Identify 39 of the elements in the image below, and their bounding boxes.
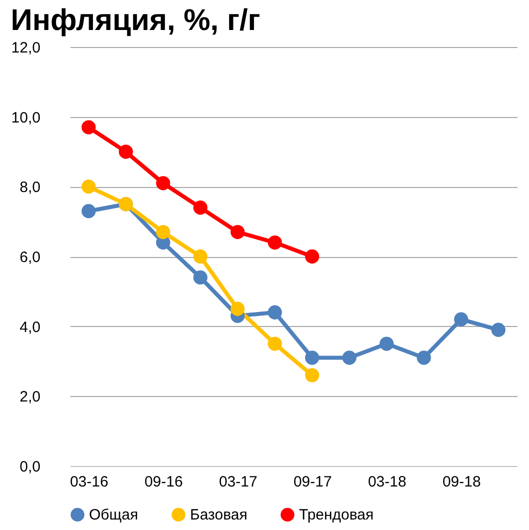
point xyxy=(193,270,208,285)
x-tick-label: 09-18 xyxy=(442,474,481,490)
x-tick-label: 03-18 xyxy=(368,474,406,490)
point xyxy=(230,225,245,240)
y-tick-label: 2,0 xyxy=(20,388,40,406)
point xyxy=(342,350,356,365)
point xyxy=(268,305,282,320)
point xyxy=(305,249,320,264)
legend-label: Трендовая xyxy=(299,506,374,524)
x-tick-label: 03-17 xyxy=(218,474,258,490)
y-tick-label: 0,0 xyxy=(20,458,40,476)
point xyxy=(268,336,282,351)
point xyxy=(268,235,282,250)
point xyxy=(416,350,431,365)
y-tick-label: 8,0 xyxy=(20,179,40,196)
point xyxy=(82,204,96,218)
legend-label: Общая xyxy=(89,506,138,524)
point xyxy=(193,249,208,264)
point xyxy=(82,180,96,194)
x-tick-label: 09-16 xyxy=(144,474,183,490)
point xyxy=(454,312,468,326)
point xyxy=(380,336,394,351)
point xyxy=(156,176,170,190)
x-tick-label: 03-16 xyxy=(70,474,108,490)
point xyxy=(82,120,96,134)
point xyxy=(305,368,320,382)
point xyxy=(491,322,506,337)
y-tick-label: 12,0 xyxy=(11,40,40,56)
point xyxy=(118,144,133,159)
point xyxy=(230,302,245,316)
y-tick-label: 10,0 xyxy=(11,109,40,126)
point xyxy=(156,225,170,240)
chart-title: Инфляция, %, г/г xyxy=(10,4,260,37)
legend-label: Базовая xyxy=(190,506,248,524)
point xyxy=(305,350,320,365)
y-tick-label: 4,0 xyxy=(20,318,40,336)
y-tick-label: 6,0 xyxy=(20,249,40,266)
point xyxy=(193,200,208,215)
x-tick-label: 09-17 xyxy=(293,474,332,490)
